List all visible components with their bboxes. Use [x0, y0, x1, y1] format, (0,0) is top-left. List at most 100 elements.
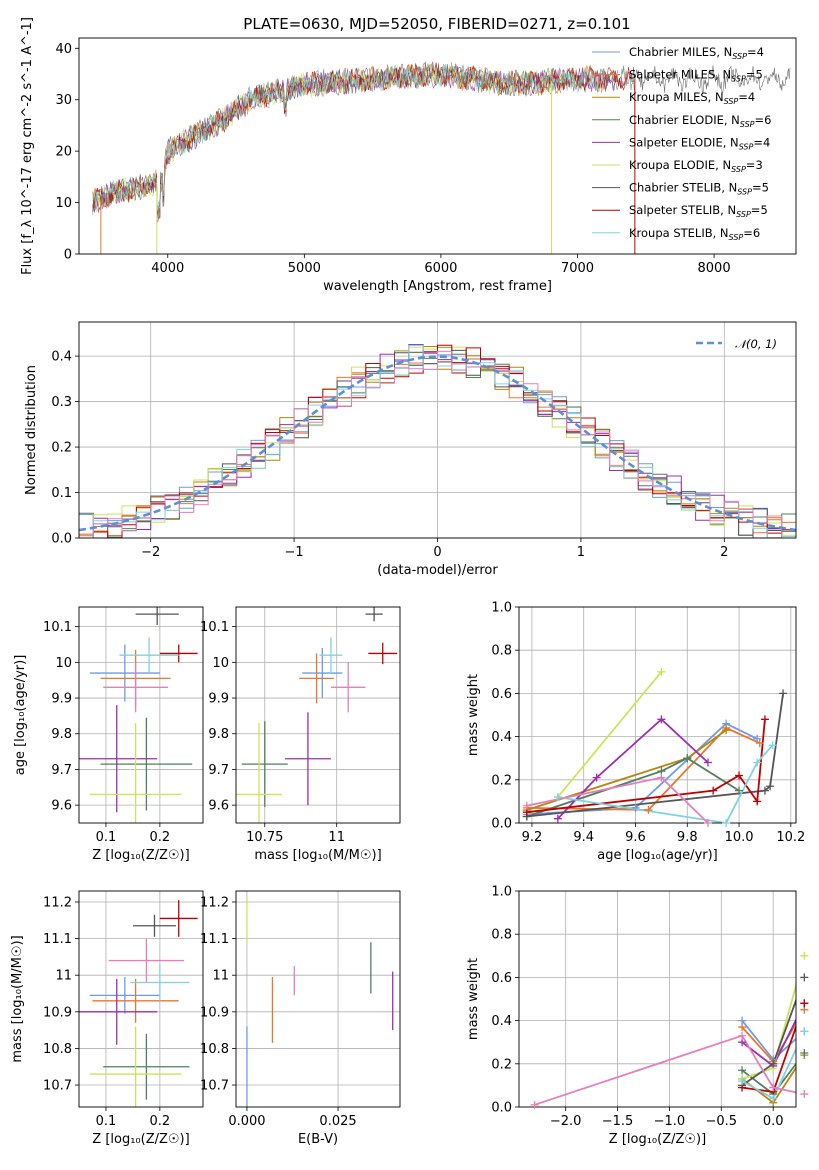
weight-point-marker: [768, 741, 777, 750]
y-tick-label: 1.0: [491, 601, 512, 616]
legend-nssp-eq: =: [755, 113, 765, 127]
y-tick-label: 10: [55, 656, 72, 671]
legend-model-name: Salpeter ELODIE: [629, 135, 723, 149]
error-bar-point: [159, 644, 198, 663]
legend-model-name: Salpeter STELIB: [629, 203, 720, 217]
weight-point-marker: [722, 726, 731, 735]
legend-nssp-prefix: , N: [720, 203, 736, 217]
axes-frame: [78, 321, 797, 539]
y-tick-label: 11: [212, 969, 229, 984]
x-tick-label: 10.0: [725, 830, 754, 845]
legend-model-name: Chabrier ELODIE: [629, 113, 724, 127]
x-tick-label: 8000: [698, 261, 731, 276]
error-bar-point: [302, 648, 343, 699]
weight-point-marker: [760, 715, 769, 724]
x-tick-label: 0: [433, 545, 441, 560]
x-tick-label: 7000: [561, 261, 594, 276]
weight-point-marker: [738, 1066, 747, 1075]
legend-nssp-value: 5: [762, 181, 769, 195]
weight-point-marker: [709, 786, 718, 795]
x-axis-label: Z [log₁₀(Z/Z☉)]: [92, 1132, 189, 1147]
y-tick-label: 0.4: [491, 1014, 512, 1029]
plot-area: [79, 344, 796, 538]
error-bar-point: [330, 662, 366, 713]
legend-label: Salpeter ELODIE, NSSP=4: [629, 135, 770, 151]
legend-label: Salpeter STELIB, NSSP=5: [629, 203, 768, 219]
y-tick-label: 1.0: [491, 885, 512, 900]
weight-series-line: [557, 744, 774, 823]
grid-lines: [79, 607, 203, 823]
legend-nssp-subscript: SSP: [724, 97, 739, 106]
y-tick-label: 0.2: [491, 773, 512, 788]
weight-point-marker: [769, 1083, 778, 1092]
y-tick-label: 0.3: [51, 395, 72, 410]
x-tick-label: 10.75: [246, 830, 283, 845]
weight-point-marker: [753, 758, 762, 767]
x-tick-label: 2: [720, 545, 728, 560]
error-bar-point: [89, 723, 182, 823]
weight-series-line: [557, 671, 663, 798]
y-tick-label: 20: [55, 145, 72, 160]
legend-nssp-value: 5: [760, 203, 767, 217]
plot-area: [246, 898, 394, 1107]
legend-nssp-value: 4: [763, 135, 770, 149]
weight-point-marker: [755, 739, 764, 748]
weight-point-marker: [753, 797, 762, 806]
y-tick-label: 0.0: [51, 532, 72, 547]
x-tick-label: 10.2: [776, 830, 805, 845]
legend-label: Chabrier ELODIE, NSSP=6: [629, 113, 771, 129]
weight-point-marker: [779, 689, 788, 698]
grid-lines: [236, 891, 400, 1107]
weight-point-marker: [553, 814, 562, 823]
x-tick-label: 0.025: [319, 1114, 356, 1129]
y-tick-label: 11: [55, 969, 72, 984]
weight-point-marker: [553, 793, 562, 802]
x-tick-label: 11: [328, 830, 345, 845]
legend-nssp-eq: =: [751, 203, 761, 217]
legend-label: Kroupa STELIB, NSSP=6: [629, 226, 760, 242]
normal-legend-label: 𝒩(0, 1): [735, 337, 777, 351]
y-tick-label: 9.7: [51, 763, 72, 778]
weight-point-marker: [738, 1077, 747, 1086]
weight-point-marker: [522, 801, 531, 810]
x-axis-label: (data-model)/error: [377, 563, 498, 578]
legend-nssp-eq: =: [738, 90, 748, 104]
x-tick-label: 9.8: [677, 830, 698, 845]
legend-nssp-eq: =: [743, 226, 753, 240]
spectrum-line: [92, 62, 619, 223]
y-tick-label: 0.8: [491, 644, 512, 659]
y-tick-label: 10.7: [43, 1079, 72, 1094]
x-tick-label: −2: [141, 545, 160, 560]
legend-nssp-subscript: SSP: [731, 165, 746, 174]
weight-point-marker: [753, 734, 762, 743]
x-tick-label: −1.0: [654, 1114, 686, 1129]
error-bar-point: [108, 938, 185, 983]
weight-series-line: [526, 693, 784, 818]
legend-nssp-eq: =: [753, 135, 763, 149]
legend-nssp-subscript: SSP: [740, 120, 755, 129]
legend-label: Kroupa ELODIE, NSSP=3: [629, 158, 763, 174]
legend-nssp-value: 4: [748, 90, 755, 104]
plot-area: [526, 671, 784, 823]
x-axis-label: Z [log₁₀(Z/Z☉)]: [609, 1132, 706, 1147]
error-bar-point: [89, 977, 160, 1014]
y-axis-label: mass [log₁₀(M/M☉)]: [10, 935, 25, 1062]
weight-point-marker: [722, 819, 731, 827]
legend-nssp-value: 5: [755, 68, 762, 82]
axes-frame: [78, 606, 204, 824]
y-tick-label: 10.1: [200, 620, 229, 635]
error-bar-point: [89, 1026, 182, 1107]
weight-point-marker: [738, 1031, 747, 1040]
residual-histogram: [79, 344, 796, 538]
error-bar-point: [236, 723, 283, 823]
error-bar-point: [79, 978, 158, 1045]
weight-point-marker: [800, 951, 809, 960]
y-tick-label: 0.6: [491, 971, 512, 986]
y-tick-label: 0.4: [491, 730, 512, 745]
legend-label: Salpeter MILES, NSSP=5: [629, 68, 763, 84]
y-axis-label: age [log₁₀(age/yr)]: [13, 655, 28, 776]
legend-nssp-subscript: SSP: [739, 142, 754, 151]
x-tick-label: −1.5: [602, 1114, 634, 1129]
legend-label: Kroupa MILES, NSSP=4: [629, 90, 755, 106]
weight-point-marker: [703, 819, 712, 827]
